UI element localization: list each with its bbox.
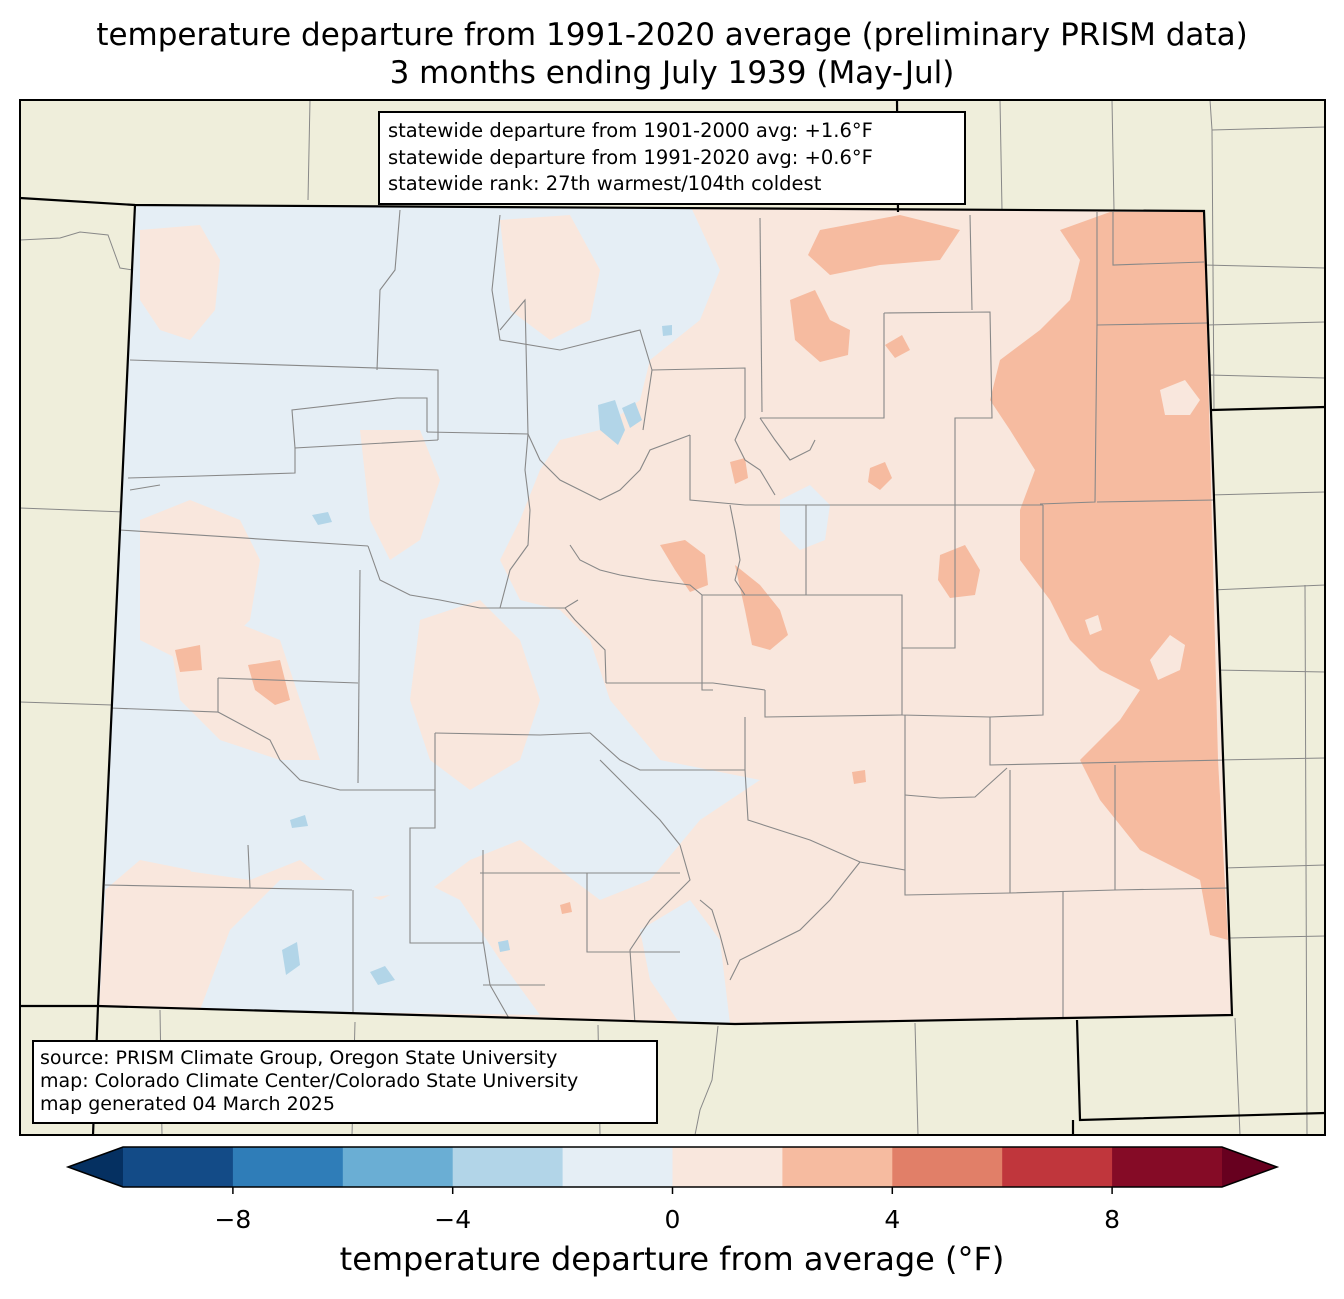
colorbar-tick-label: 4	[884, 1205, 901, 1234]
anomaly-shading	[98, 205, 1232, 1024]
map-frame	[19, 99, 1326, 1136]
map-title: temperature departure from 1991-2020 ave…	[96, 17, 1248, 53]
colorbar-tick-label: 8	[1104, 1205, 1121, 1234]
colorbar-tick-label: 0	[664, 1205, 681, 1234]
map-subtitle: 3 months ending July 1939 (May-Jul)	[389, 55, 955, 91]
statewide-stats-box: statewide departure from 1901-2000 avg: …	[378, 111, 966, 205]
source-credit: source: PRISM Climate Group, Oregon Stat…	[40, 1047, 558, 1069]
stats-departure-1901-2000: statewide departure from 1901-2000 avg: …	[388, 119, 873, 142]
source-credits-box: source: PRISM Climate Group, Oregon Stat…	[32, 1040, 658, 1124]
colorbar-tick-label: −8	[214, 1205, 252, 1234]
stats-rank: statewide rank: 27th warmest/104th colde…	[388, 172, 822, 195]
map-generated-date: map generated 04 March 2025	[40, 1093, 335, 1115]
colorbar-tick-label: −4	[434, 1205, 472, 1234]
colorbar-label: temperature departure from average (°F)	[339, 1240, 1005, 1278]
stats-departure-1991-2020: statewide departure from 1991-2020 avg: …	[388, 145, 873, 169]
colorado-county-lines	[104, 209, 1229, 1024]
map-credit: map: Colorado Climate Center/Colorado St…	[40, 1070, 579, 1092]
